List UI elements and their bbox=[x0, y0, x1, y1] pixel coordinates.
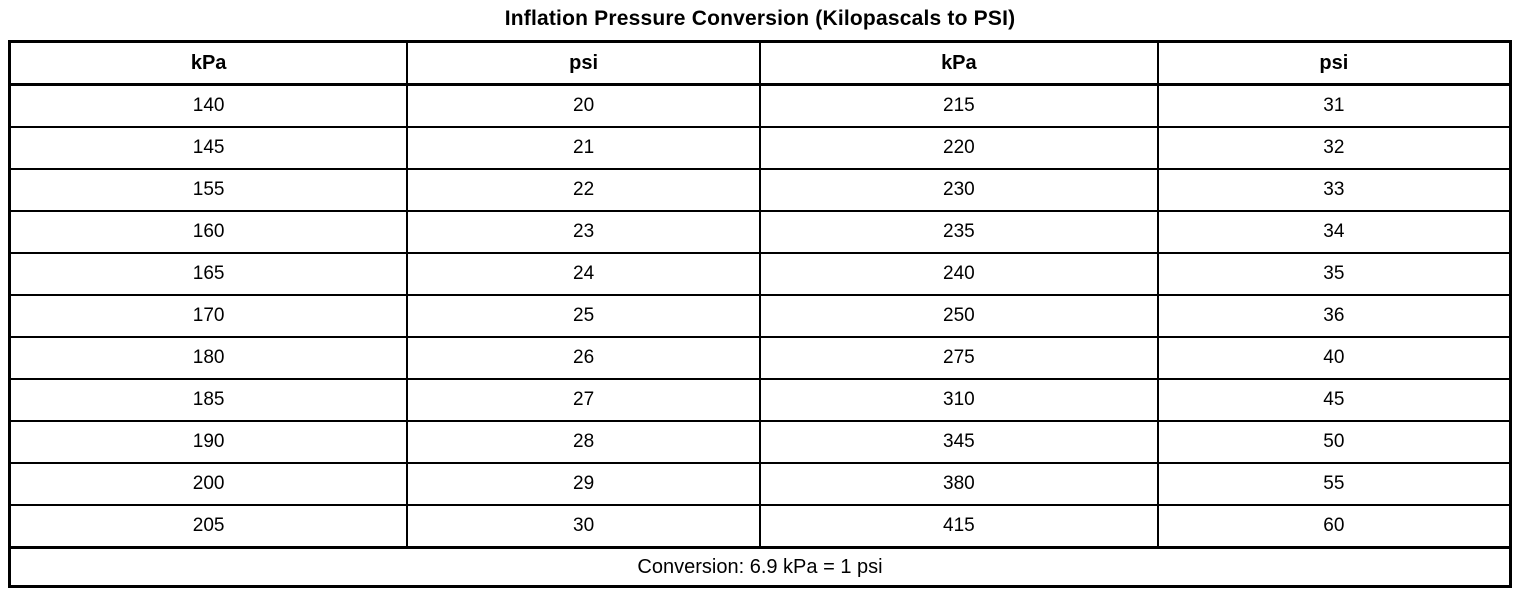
header-cell-psi-2: psi bbox=[1156, 40, 1512, 86]
table-cell: 145 bbox=[8, 126, 409, 170]
table-cell: 250 bbox=[758, 294, 1159, 338]
table-cell: 30 bbox=[406, 504, 761, 549]
table-row: 140 20 215 31 bbox=[8, 83, 1512, 128]
table-row: 145 21 220 32 bbox=[8, 126, 1512, 170]
table-cell: 155 bbox=[8, 168, 409, 212]
table-cell: 220 bbox=[758, 126, 1159, 170]
header-cell-kpa-1: kPa bbox=[8, 40, 409, 86]
table-cell: 275 bbox=[758, 336, 1159, 380]
table-cell: 32 bbox=[1156, 126, 1512, 170]
table-cell: 415 bbox=[758, 504, 1159, 549]
table-cell: 34 bbox=[1156, 210, 1512, 254]
table-cell: 45 bbox=[1156, 378, 1512, 422]
table-cell: 170 bbox=[8, 294, 409, 338]
table-cell: 27 bbox=[406, 378, 761, 422]
table-row: 185 27 310 45 bbox=[8, 378, 1512, 422]
page-title: Inflation Pressure Conversion (Kilopasca… bbox=[504, 7, 1016, 30]
table-cell: 36 bbox=[1156, 294, 1512, 338]
table-cell: 230 bbox=[758, 168, 1159, 212]
table-cell: 240 bbox=[758, 252, 1159, 296]
table-row: 200 29 380 55 bbox=[8, 462, 1512, 506]
header-cell-kpa-2: kPa bbox=[758, 40, 1159, 86]
table-cell: 25 bbox=[406, 294, 761, 338]
table-row: 190 28 345 50 bbox=[8, 420, 1512, 464]
table-cell: 345 bbox=[758, 420, 1159, 464]
table-row: 170 25 250 36 bbox=[8, 294, 1512, 338]
table-body: 140 20 215 31 145 21 220 32 155 22 230 33 160 23 235 34… bbox=[8, 83, 1512, 549]
table-cell: 35 bbox=[1156, 252, 1512, 296]
table-cell: 40 bbox=[1156, 336, 1512, 380]
table-header-row: kPa psi kPa psi bbox=[8, 40, 1512, 86]
table-cell: 140 bbox=[8, 83, 409, 128]
table-cell: 60 bbox=[1156, 504, 1512, 549]
table-cell: 235 bbox=[758, 210, 1159, 254]
table-cell: 21 bbox=[406, 126, 761, 170]
table-cell: 28 bbox=[406, 420, 761, 464]
table-cell: 380 bbox=[758, 462, 1159, 506]
conversion-footer-note: Conversion: 6.9 kPa = 1 psi bbox=[8, 546, 1512, 588]
table-cell: 215 bbox=[758, 83, 1159, 128]
table-row: 180 26 275 40 bbox=[8, 336, 1512, 380]
table-cell: 165 bbox=[8, 252, 409, 296]
table-cell: 310 bbox=[758, 378, 1159, 422]
table-row: 205 30 415 60 bbox=[8, 504, 1512, 549]
table-footer-row: Conversion: 6.9 kPa = 1 psi bbox=[8, 546, 1512, 588]
table-cell: 55 bbox=[1156, 462, 1512, 506]
table-cell: 31 bbox=[1156, 83, 1512, 128]
table-cell: 20 bbox=[406, 83, 761, 128]
table-row: 160 23 235 34 bbox=[8, 210, 1512, 254]
table-row: 155 22 230 33 bbox=[8, 168, 1512, 212]
table-cell: 22 bbox=[406, 168, 761, 212]
table-cell: 185 bbox=[8, 378, 409, 422]
table-cell: 23 bbox=[406, 210, 761, 254]
table-cell: 50 bbox=[1156, 420, 1512, 464]
table-cell: 200 bbox=[8, 462, 409, 506]
table-cell: 29 bbox=[406, 462, 761, 506]
table-cell: 160 bbox=[8, 210, 409, 254]
table-cell: 33 bbox=[1156, 168, 1512, 212]
table-cell: 205 bbox=[8, 504, 409, 549]
table-cell: 24 bbox=[406, 252, 761, 296]
conversion-table: kPa psi kPa psi 140 20 215 31 145 21 220 32 155 2… bbox=[8, 40, 1512, 588]
header-cell-psi-1: psi bbox=[406, 40, 761, 86]
table-cell: 180 bbox=[8, 336, 409, 380]
table-cell: 190 bbox=[8, 420, 409, 464]
table-row: 165 24 240 35 bbox=[8, 252, 1512, 296]
table-cell: 26 bbox=[406, 336, 761, 380]
